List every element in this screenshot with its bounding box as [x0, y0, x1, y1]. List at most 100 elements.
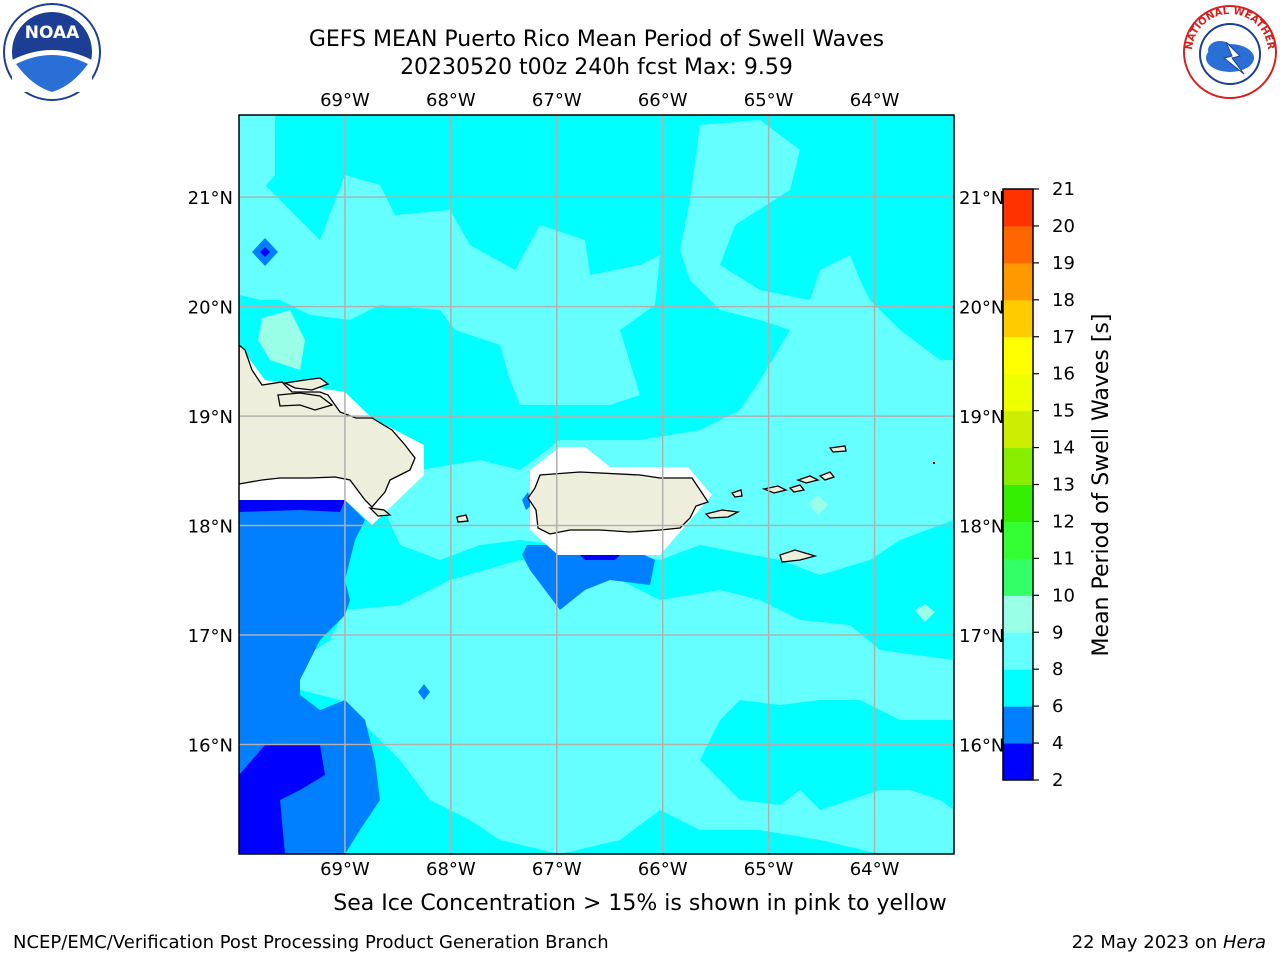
lat-label: 16°N: [188, 736, 233, 757]
sea-ice-note: Sea Ice Concentration > 15% is shown in …: [333, 891, 947, 916]
nws-logo: NATIONAL WEATHER SERVICE: [1176, 0, 1280, 100]
chart-subtitle: 20230520 t00z 240h fcst Max: 9.59: [400, 55, 793, 80]
land-hispaniola-peninsula: [277, 392, 334, 411]
land-anegada: [828, 445, 847, 453]
lon-label: 65°W: [744, 859, 794, 880]
lat-labels-left: 21°N 20°N 19°N 18°N 17°N 16°N: [188, 188, 233, 756]
colorbar-tick-label: 2: [1052, 770, 1063, 791]
colorbar-segment: [1003, 447, 1033, 485]
colorbar-segment: [1003, 669, 1033, 707]
lon-label: 64°W: [850, 90, 900, 111]
colorbar-segment: [1003, 189, 1033, 227]
field-period-4-6-dot1: [522, 492, 532, 510]
land-hispaniola: [239, 344, 416, 508]
land-culebra: [730, 489, 743, 498]
colorbar-tick-label: 6: [1052, 696, 1063, 717]
field-period-2-4-sw: [239, 745, 325, 854]
colorbar-segment: [1003, 595, 1033, 633]
colorbar-segment: [1003, 410, 1033, 449]
lon-label: 69°W: [320, 90, 370, 111]
colorbar-segment: [1003, 558, 1033, 596]
lon-label: 66°W: [638, 859, 688, 880]
colorbar-tick-label: 8: [1052, 659, 1063, 680]
colorbar-tick-label: 9: [1052, 622, 1063, 643]
lon-label: 67°W: [532, 90, 582, 111]
lat-label: 18°N: [959, 517, 1004, 538]
noaa-logo-icon: NOAA: [3, 3, 101, 101]
field-period-9-10-b: [808, 495, 828, 515]
lon-label: 67°W: [532, 859, 582, 880]
land-saona: [368, 507, 392, 517]
lon-label: 68°W: [426, 90, 476, 111]
land-tortuga: [282, 377, 330, 391]
footer-branch: NCEP/EMC/Verification Post Processing Pr…: [13, 932, 609, 953]
colorbar-segment: [1003, 262, 1033, 301]
colorbar-tick-label: 17: [1052, 327, 1075, 348]
lat-label: 21°N: [959, 188, 1004, 209]
colorbar-segment: [1003, 299, 1033, 338]
lat-label: 21°N: [188, 188, 233, 209]
lon-label: 68°W: [426, 859, 476, 880]
field-period-8-9-south: [300, 560, 954, 854]
lat-label: 20°N: [959, 298, 1004, 319]
colorbar-tick-label: 4: [1052, 733, 1063, 754]
colorbar-segment: [1003, 743, 1033, 781]
colorbar-tick-label: 18: [1052, 290, 1075, 311]
lat-label: 19°N: [188, 407, 233, 428]
lat-label: 17°N: [959, 626, 1004, 647]
land-vieques: [704, 509, 741, 519]
field-period-4-6-pr-south: [522, 545, 655, 610]
land-mona: [456, 514, 469, 523]
colorbar-tick-label: 15: [1052, 401, 1075, 422]
field-period-8-9-east: [380, 120, 954, 575]
lon-labels-bottom: 69°W 68°W 67°W 66°W 65°W 64°W: [320, 859, 900, 880]
colorbar-segment: [1003, 521, 1033, 559]
field-period-2-4-dot: [260, 247, 270, 257]
land-tortola: [796, 475, 820, 484]
footer-date: 22 May 2023 on Hera: [1072, 932, 1266, 953]
colorbar: 2 4 6 8 9 10 11 12 13 14 15 16 17 18 19 20 21: [1002, 179, 1075, 791]
chart-title: GEFS MEAN Puerto Rico Mean Period of Swe…: [308, 27, 885, 52]
lat-label: 16°N: [959, 736, 1004, 757]
colorbar-segment: [1003, 373, 1033, 412]
colorbar-segment: [1003, 706, 1033, 744]
land-st-thomas: [761, 485, 788, 494]
map-field: [239, 115, 954, 854]
colorbar-tick-label: 14: [1052, 438, 1075, 459]
field-period-8-9-north: [239, 115, 275, 190]
noaa-logo-text: NOAA: [25, 23, 80, 43]
colorbar-segment: [1003, 336, 1033, 375]
colorbar-tick-label: 20: [1052, 216, 1075, 237]
colorbar-tick-label: 12: [1052, 511, 1075, 532]
field-period-4-6-dot2: [418, 684, 430, 700]
nws-logo-icon: NATIONAL WEATHER SERVICE: [1176, 0, 1277, 99]
lon-label: 69°W: [320, 859, 370, 880]
field-period-9-10-a: [258, 310, 305, 370]
lat-label: 20°N: [188, 298, 233, 319]
lon-label: 65°W: [744, 90, 794, 111]
lon-labels-top: 69°W 68°W 67°W 66°W 65°W 64°W: [320, 90, 900, 111]
footer-machine: Hera: [1222, 932, 1266, 953]
map-frame: [238, 114, 955, 855]
colorbar-segment: [1003, 632, 1033, 670]
colorbar-tick-label: 21: [1052, 179, 1075, 200]
land-virgin-gorda: [818, 471, 836, 481]
land-st-john: [788, 484, 806, 493]
land-st-croix: [779, 549, 818, 563]
lat-label: 17°N: [188, 626, 233, 647]
field-period-9-10-c: [915, 604, 935, 622]
colorbar-segment: [1003, 225, 1033, 264]
noaa-logo: NOAA: [2, 2, 102, 102]
colorbar-tick-label: 11: [1052, 548, 1075, 569]
colorbar-label: Mean Period of Swell Waves [s]: [1089, 314, 1114, 657]
land-puerto-rico: [527, 471, 710, 535]
lat-label: 18°N: [188, 517, 233, 538]
colorbar-tick-label: 19: [1052, 253, 1075, 274]
lon-label: 66°W: [638, 90, 688, 111]
footer-date-text: 22 May 2023 on: [1071, 932, 1223, 953]
land-islet: [933, 462, 935, 464]
lat-label: 19°N: [959, 407, 1004, 428]
map-gridlines: [239, 115, 954, 854]
lat-labels-right: 21°N 20°N 19°N 18°N 17°N 16°N: [959, 188, 1004, 756]
